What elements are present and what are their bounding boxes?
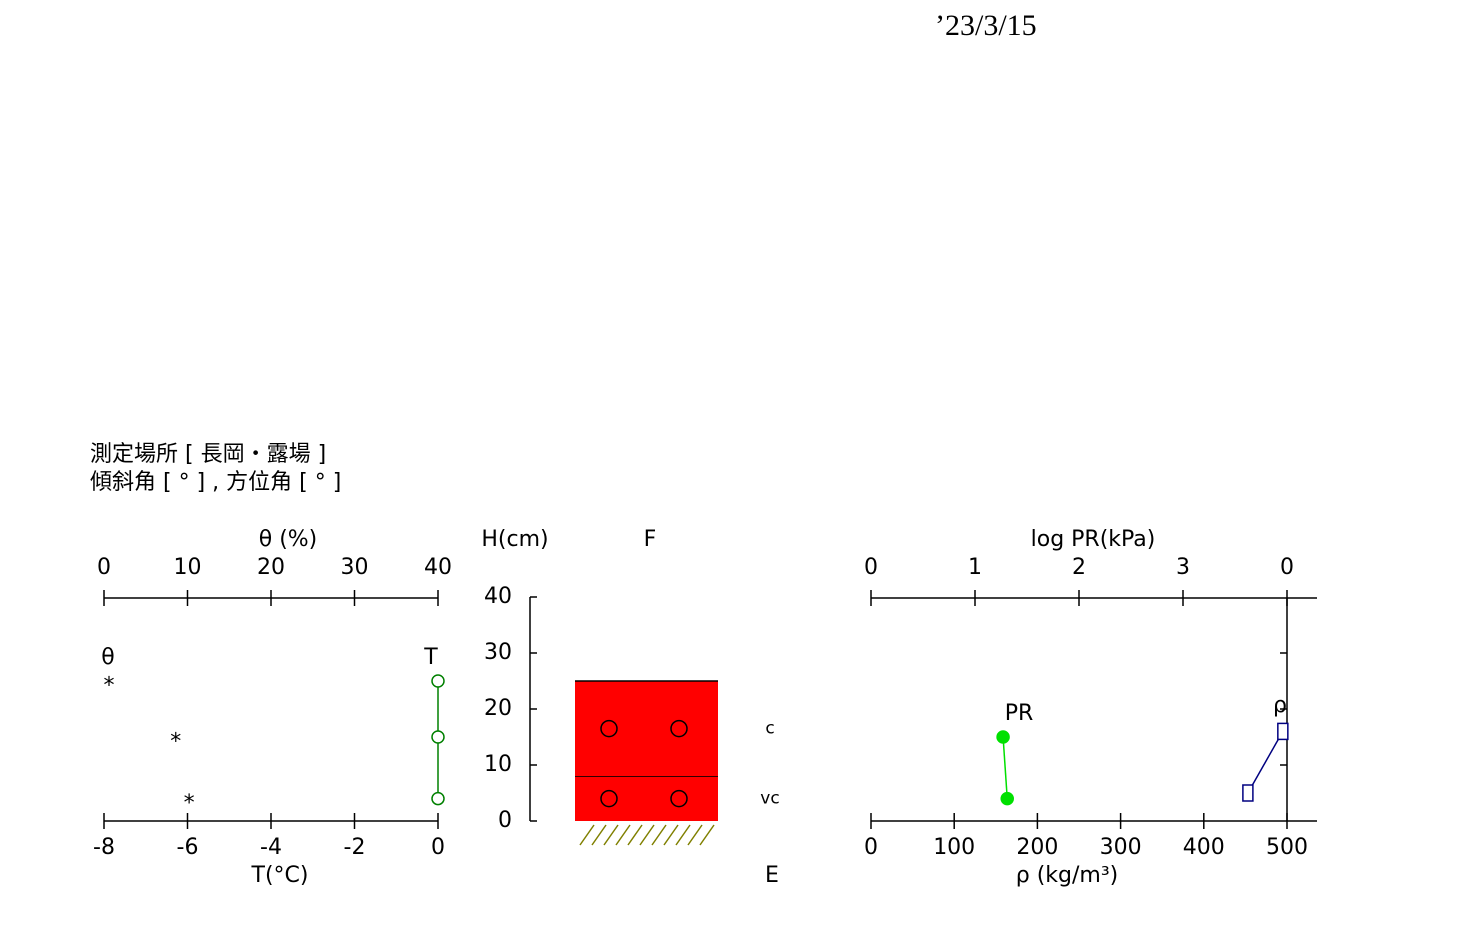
panel-title: F xyxy=(644,527,657,552)
grain-shape xyxy=(600,719,618,738)
point xyxy=(431,674,445,688)
tick-label: 400 xyxy=(1183,835,1225,860)
point: * xyxy=(184,791,195,816)
layer xyxy=(575,776,718,821)
ground-hatch xyxy=(651,824,667,846)
ground-hatch xyxy=(675,824,691,846)
series-label: T xyxy=(423,645,438,670)
tick-label: 1 xyxy=(968,555,982,580)
tick-label: 40 xyxy=(484,584,512,609)
ground-hatch xyxy=(615,824,631,846)
tick-label: 30 xyxy=(484,640,512,665)
tick-label: 200 xyxy=(1016,835,1058,860)
panel-footer: E xyxy=(765,863,779,888)
series-line xyxy=(1002,736,1008,799)
point xyxy=(431,791,445,806)
axis-title: H(cm) xyxy=(481,527,548,552)
axis-title: ρ (kg/m³) xyxy=(1016,863,1119,888)
tick-label: 30 xyxy=(341,555,369,580)
tick-label: -6 xyxy=(177,835,199,860)
tick-label: 0 xyxy=(431,835,445,860)
tick-label: 20 xyxy=(257,555,285,580)
tick-label: 2 xyxy=(1072,555,1086,580)
tick-label: 500 xyxy=(1266,835,1308,860)
point: * xyxy=(170,730,181,755)
tick-label: -8 xyxy=(93,835,115,860)
tick-label: 3 xyxy=(1176,555,1190,580)
ground-hatch xyxy=(639,824,655,846)
ground-hatch xyxy=(687,824,703,846)
layer xyxy=(575,681,718,777)
date: ’23/3/15 xyxy=(935,9,1037,42)
axis-title: log PR(kPa) xyxy=(1031,527,1156,552)
ground-hatch xyxy=(663,824,679,846)
point xyxy=(1277,722,1289,741)
ground-hatch xyxy=(579,824,595,846)
tick-label: 10 xyxy=(484,752,512,777)
grain-size: vc xyxy=(760,789,779,809)
point xyxy=(1242,784,1254,802)
site: 測定場所 [ 長岡・露場 ] xyxy=(90,442,326,467)
series-label: θ xyxy=(101,645,114,670)
tick-label: 40 xyxy=(424,555,452,580)
tick-label: 0 xyxy=(498,808,512,833)
series-label: PR xyxy=(1005,701,1034,726)
grain-shape xyxy=(600,789,618,808)
point xyxy=(431,730,445,744)
grain-shape xyxy=(670,719,688,738)
tick-label: 0 xyxy=(864,835,878,860)
point: * xyxy=(104,674,115,699)
grain-shape xyxy=(670,789,688,808)
tick-label: 300 xyxy=(1100,835,1142,860)
tick-label: -4 xyxy=(260,835,282,860)
slope: 傾斜角 [ ° ] , 方位角 [ ° ] xyxy=(90,470,341,495)
tick-label: 100 xyxy=(933,835,975,860)
point xyxy=(1000,791,1014,806)
series-label: ρ xyxy=(1273,693,1287,718)
tick-label: 20 xyxy=(484,696,512,721)
tick-label: 10 xyxy=(174,555,202,580)
ground-hatch xyxy=(603,824,619,846)
grain-size: c xyxy=(765,719,774,739)
series-line xyxy=(1247,731,1284,794)
tick-label: -2 xyxy=(344,835,366,860)
ground-hatch xyxy=(699,824,715,846)
tick-label: 0 xyxy=(97,555,111,580)
ground-hatch xyxy=(627,824,643,846)
ground-hatch xyxy=(591,824,607,846)
tick-label: 0 xyxy=(1280,555,1294,580)
axis-title: θ (%) xyxy=(259,527,318,552)
axis-title: T(°C) xyxy=(251,863,309,888)
tick-label: 0 xyxy=(864,555,878,580)
point xyxy=(996,730,1010,744)
